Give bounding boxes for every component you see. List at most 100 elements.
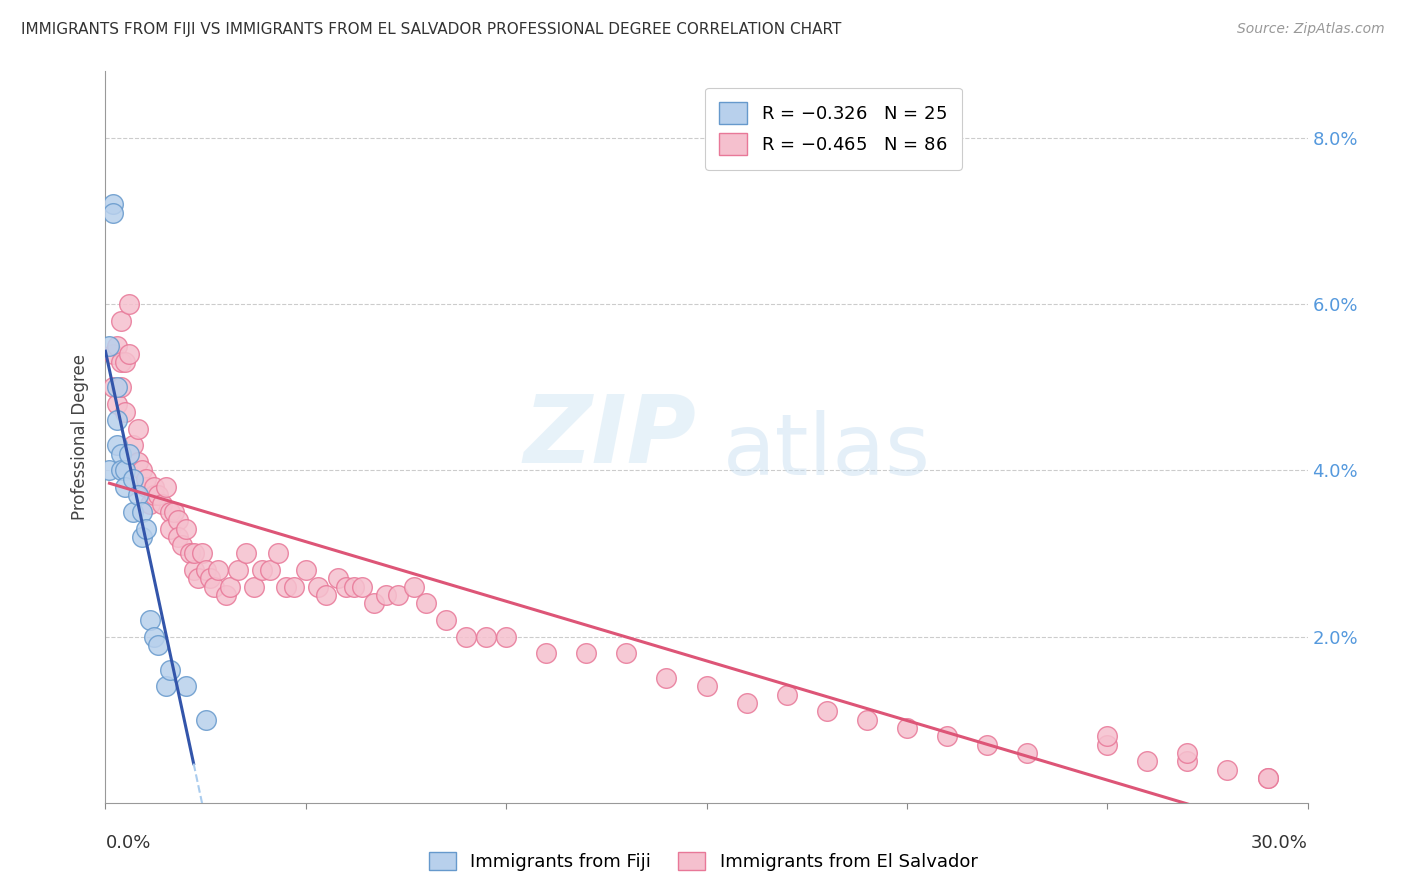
Point [242,580,264,594]
Point [114,463,136,477]
Point [159,505,181,519]
Point [122,472,145,486]
Point [1177,754,1199,768]
Point [122,438,145,452]
Point [696,680,718,694]
Point [98,463,121,477]
Point [107,438,129,452]
Point [103,380,125,394]
Point [475,630,498,644]
Point [155,680,177,694]
Point [387,588,409,602]
Point [1017,746,1039,760]
Point [267,546,290,560]
Point [107,380,129,394]
Point [118,347,141,361]
Point [655,671,678,685]
Legend: R = $-$0.326   N = 25, R = $-$0.465   N = 86: R = $-$0.326 N = 25, R = $-$0.465 N = 86 [704,87,962,169]
Point [127,488,149,502]
Text: 0.0%: 0.0% [105,834,150,852]
Point [335,580,357,594]
Point [815,705,838,719]
Point [138,497,160,511]
Point [235,546,257,560]
Point [274,580,297,594]
Point [936,729,959,743]
Point [162,505,184,519]
Point [107,338,129,352]
Point [138,613,160,627]
Point [150,497,173,511]
Point [131,505,153,519]
Point [110,355,132,369]
Point [159,521,181,535]
Point [114,355,136,369]
Text: atlas: atlas [723,410,931,493]
Point [142,630,165,644]
Point [107,413,129,427]
Point [131,530,153,544]
Point [114,405,136,419]
Point [374,588,398,602]
Point [118,297,141,311]
Point [146,638,169,652]
Point [166,513,188,527]
Text: ZIP: ZIP [524,391,697,483]
Point [1257,771,1279,785]
Point [214,588,236,602]
Point [127,422,149,436]
Text: IMMIGRANTS FROM FIJI VS IMMIGRANTS FROM EL SALVADOR PROFESSIONAL DEGREE CORRELAT: IMMIGRANTS FROM FIJI VS IMMIGRANTS FROM … [21,22,841,37]
Point [179,546,201,560]
Point [202,580,225,594]
Text: Source: ZipAtlas.com: Source: ZipAtlas.com [1237,22,1385,37]
Point [295,563,318,577]
Point [207,563,229,577]
Point [343,580,366,594]
Point [110,463,132,477]
Point [1177,746,1199,760]
Point [183,563,205,577]
Point [896,721,918,735]
Point [218,580,240,594]
Point [534,646,557,660]
Point [454,630,477,644]
Point [155,480,177,494]
Legend: Immigrants from Fiji, Immigrants from El Salvador: Immigrants from Fiji, Immigrants from El… [422,845,984,879]
Point [103,205,125,219]
Point [166,530,188,544]
Point [1097,738,1119,752]
Point [142,480,165,494]
Point [170,538,193,552]
Point [131,463,153,477]
Y-axis label: Professional Degree: Professional Degree [72,354,90,520]
Point [415,596,437,610]
Point [735,696,758,710]
Point [1216,763,1239,777]
Point [103,347,125,361]
Point [283,580,305,594]
Point [198,571,221,585]
Point [855,713,877,727]
Point [776,688,799,702]
Point [250,563,273,577]
Point [127,455,149,469]
Point [103,197,125,211]
Point [174,680,197,694]
Point [402,580,425,594]
Point [110,314,132,328]
Point [307,580,329,594]
Point [146,488,169,502]
Point [174,521,197,535]
Point [1136,754,1159,768]
Point [326,571,349,585]
Point [616,646,638,660]
Point [350,580,373,594]
Point [159,663,181,677]
Point [434,613,457,627]
Point [122,505,145,519]
Point [110,447,132,461]
Point [976,738,998,752]
Point [135,480,157,494]
Point [575,646,598,660]
Point [194,713,217,727]
